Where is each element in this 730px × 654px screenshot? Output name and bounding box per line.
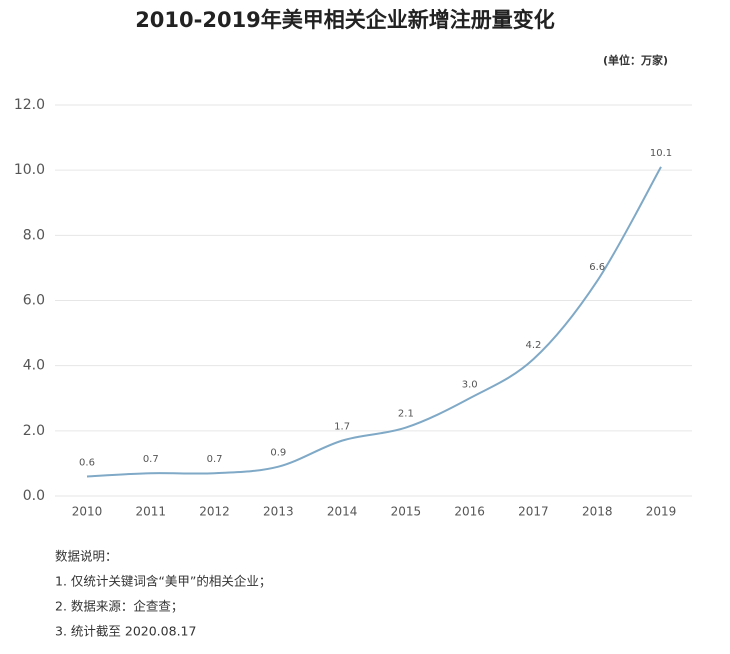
note: 2. 数据来源：企查查；	[55, 599, 183, 614]
x-tick-label: 2013	[263, 505, 294, 519]
y-tick-label: 4.0	[23, 358, 45, 374]
x-tick-label: 2014	[327, 505, 358, 519]
x-tick-label: 2012	[199, 505, 230, 519]
note: 3. 统计截至 2020.08.17	[55, 624, 196, 639]
y-tick-label: 10.0	[14, 162, 45, 178]
data-label: 3.0	[462, 379, 478, 390]
x-tick-label: 2011	[136, 505, 167, 519]
x-tick-label: 2019	[646, 505, 677, 519]
line	[86, 166, 662, 478]
y-tick-label: 2.0	[23, 423, 45, 439]
x-tick-label: 2010	[72, 505, 103, 519]
note: 数据说明：	[55, 549, 118, 564]
unit-label: (单位：万家)	[603, 53, 668, 67]
data-label: 0.7	[143, 454, 159, 465]
y-tick-label: 0.0	[23, 488, 45, 504]
x-tick-label: 2017	[518, 505, 549, 519]
data-label: 0.7	[207, 454, 223, 465]
data-label: 10.1	[650, 148, 672, 159]
y-tick-label: 8.0	[23, 227, 45, 243]
chart-title: 2010-2019年美甲相关企业新增注册量变化	[135, 8, 555, 32]
x-tick-label: 2018	[582, 505, 613, 519]
x-tick-label: 2015	[391, 505, 422, 519]
data-label: 2.1	[398, 409, 414, 420]
y-tick-label: 6.0	[23, 293, 45, 309]
data-label: 0.9	[270, 448, 286, 459]
data-label: 4.2	[525, 340, 541, 351]
data-label: 0.6	[79, 457, 95, 468]
data-label: 6.6	[589, 262, 605, 273]
data-label: 1.7	[334, 422, 350, 433]
x-tick-label: 2016	[454, 505, 485, 519]
y-tick-label: 12.0	[14, 97, 45, 113]
note: 1. 仅统计关键词含“美甲”的相关企业；	[55, 574, 271, 589]
